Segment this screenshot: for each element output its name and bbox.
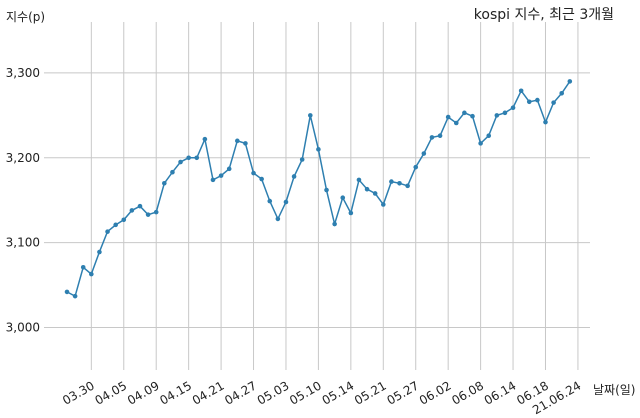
data-point [72, 293, 78, 299]
data-point [283, 199, 289, 205]
x-tick-label: 04.21 [190, 378, 227, 407]
data-point [421, 151, 427, 156]
x-tick-label: 04.27 [222, 378, 259, 407]
x-tick-label: 05.10 [287, 378, 324, 407]
data-point [275, 216, 281, 222]
data-point [316, 147, 321, 152]
data-point [202, 136, 208, 142]
data-point [518, 88, 524, 94]
data-point [121, 217, 127, 223]
data-point [324, 187, 329, 193]
y-tick-label: 3,000 [6, 321, 40, 335]
y-tick-label: 3,200 [6, 151, 40, 165]
data-point [162, 180, 167, 186]
data-point [129, 208, 135, 213]
data-point [453, 120, 459, 126]
data-point [218, 173, 224, 178]
data-point [178, 159, 183, 165]
data-point [137, 203, 143, 209]
data-point [372, 191, 378, 196]
y-axis-label: 지수(p) [6, 10, 46, 24]
x-tick-label: 04.15 [157, 378, 194, 407]
x-tick-label: 06.02 [417, 378, 454, 407]
data-point [251, 170, 256, 176]
data-point [235, 138, 240, 144]
x-tick-label: 05.03 [255, 378, 292, 407]
data-point [153, 209, 159, 215]
x-tick-label: 05.27 [384, 378, 421, 407]
data-point [551, 100, 556, 105]
data-point [113, 222, 118, 228]
data-point [105, 229, 110, 234]
x-tick-label: 03.30 [60, 378, 97, 407]
data-point [478, 141, 483, 146]
data-point [413, 164, 419, 170]
data-point [437, 133, 443, 139]
data-point [299, 157, 305, 162]
data-point [340, 195, 346, 200]
data-point [380, 202, 386, 207]
data-point [486, 133, 492, 139]
data-point [364, 186, 370, 192]
x-tick-label: 06.08 [449, 378, 486, 407]
data-point [243, 141, 248, 146]
data-point [567, 79, 573, 84]
data-point [397, 180, 402, 186]
data-point [170, 169, 175, 175]
data-point [259, 176, 264, 182]
data-point [194, 155, 200, 161]
y-tick-label: 3,300 [6, 66, 40, 80]
x-tick-label: 05.21 [352, 378, 389, 407]
data-point [543, 119, 548, 125]
data-point [348, 210, 354, 216]
x-axis-label: 날짜(일) [593, 383, 636, 397]
data-point [470, 113, 475, 119]
data-point [502, 110, 508, 116]
chart-title: kospi 지수, 최근 3개월 [473, 7, 614, 23]
data-point [186, 155, 191, 161]
x-tick-label: 04.09 [125, 378, 162, 407]
x-tick-label: 04.05 [93, 378, 130, 407]
x-tick-label: 06.14 [482, 378, 519, 407]
data-point [308, 113, 313, 118]
data-point [535, 97, 540, 103]
data-point [64, 289, 70, 295]
data-point [526, 99, 532, 105]
data-point [445, 114, 451, 120]
data-point [145, 212, 151, 217]
data-point [405, 183, 410, 189]
data-point [291, 174, 297, 179]
data-point [462, 110, 467, 116]
data-point [559, 90, 565, 96]
data-point [389, 179, 394, 184]
data-point [210, 177, 216, 183]
data-point [267, 198, 273, 204]
y-tick-label: 3,100 [6, 236, 40, 250]
data-point [89, 271, 94, 277]
data-point [226, 166, 232, 172]
data-point [356, 177, 362, 183]
x-tick-label: 05.14 [320, 378, 357, 407]
data-point [97, 249, 102, 255]
data-point [510, 105, 516, 111]
data-point [332, 221, 337, 227]
data-point [80, 264, 86, 270]
data-point [429, 135, 435, 140]
data-point [494, 113, 500, 118]
